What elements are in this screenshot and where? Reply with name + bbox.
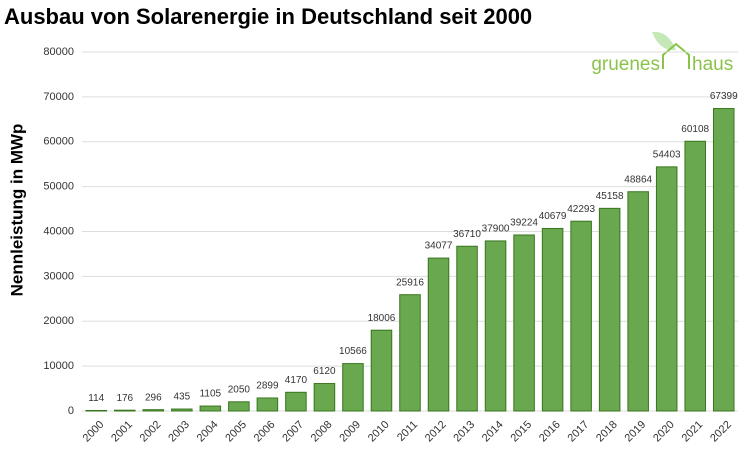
- x-tick-label: 2012: [423, 419, 449, 445]
- chart-title: Ausbau von Solarenergie in Deutschland s…: [4, 4, 532, 29]
- x-tick-label: 2022: [708, 419, 734, 445]
- bar: [627, 191, 649, 412]
- bar: [313, 383, 336, 412]
- value-label: 34077: [425, 241, 453, 252]
- value-label: 114: [88, 393, 104, 404]
- x-tick-label: 2021: [680, 419, 706, 445]
- bar: [684, 140, 706, 412]
- x-tick-label: 2015: [508, 419, 534, 445]
- value-label: 25916: [396, 277, 424, 288]
- bar: [655, 166, 678, 412]
- value-label: 42293: [567, 204, 595, 215]
- value-label: 176: [116, 393, 133, 404]
- y-tick-label: 70000: [43, 91, 74, 103]
- x-tick-label: 2004: [195, 419, 221, 445]
- x-tick-label: 2003: [166, 419, 192, 445]
- y-tick-label: 30000: [43, 270, 74, 282]
- bar: [513, 234, 535, 412]
- bar: [484, 240, 507, 412]
- y-tick-label: 10000: [43, 360, 74, 372]
- value-label: 4170: [285, 375, 308, 386]
- y-tick-label: 80000: [43, 46, 74, 58]
- x-tick-label: 2010: [366, 419, 392, 445]
- bar: [456, 245, 478, 412]
- bar: [570, 220, 592, 412]
- x-tick-label: 2013: [451, 419, 477, 445]
- value-label: 6120: [313, 366, 336, 377]
- x-tick-label: 2018: [594, 419, 620, 445]
- logo-text: haus: [692, 54, 733, 75]
- bar: [114, 409, 136, 412]
- x-tick-label: 2000: [81, 419, 107, 445]
- x-tick-label: 2014: [480, 419, 506, 445]
- value-label: 1105: [200, 389, 222, 400]
- bar: [85, 409, 108, 412]
- value-label: 435: [173, 392, 190, 403]
- x-tick-label: 2009: [337, 419, 363, 445]
- value-label: 36710: [453, 229, 481, 240]
- bar: [712, 108, 735, 412]
- x-tick-label: 2001: [109, 419, 135, 445]
- bar: [142, 409, 165, 412]
- bar: [370, 329, 393, 412]
- x-tick-label: 2011: [395, 419, 420, 444]
- value-label: 45158: [596, 191, 624, 202]
- value-label: 18006: [368, 313, 396, 324]
- bar: [228, 401, 250, 412]
- y-tick-label: 40000: [43, 225, 74, 237]
- logo-house: [662, 42, 690, 69]
- value-label: 10566: [339, 346, 367, 357]
- x-tick-label: 2019: [623, 419, 649, 445]
- y-axis-label: Nennleistung in MWp: [7, 124, 26, 297]
- bar: [399, 294, 421, 412]
- x-tick-label: 2005: [223, 419, 249, 445]
- value-label: 296: [145, 392, 162, 403]
- x-tick-label: 2002: [138, 419, 164, 445]
- x-tick-label: 2020: [651, 419, 677, 445]
- bar: [541, 227, 564, 412]
- x-tick-label: 2016: [537, 419, 563, 445]
- logo-text: gruenes: [591, 54, 660, 75]
- bar: [427, 257, 450, 412]
- value-label: 2050: [228, 384, 251, 395]
- value-label: 37900: [482, 224, 510, 235]
- y-tick-label: 20000: [43, 315, 74, 327]
- logo-leaf: [652, 31, 676, 51]
- x-tick-label: 2006: [252, 419, 278, 445]
- y-tick-label: 60000: [43, 136, 74, 148]
- x-tick-label: 2017: [566, 419, 592, 445]
- y-tick-label: 50000: [43, 181, 74, 193]
- logo: gruenes haus: [591, 31, 733, 75]
- bar: [256, 397, 279, 412]
- x-tick-label: 2008: [309, 419, 335, 445]
- value-label: 67399: [710, 91, 738, 102]
- value-label: 2899: [256, 381, 279, 392]
- bar: [285, 391, 307, 412]
- bar: [598, 207, 621, 412]
- bar: [171, 408, 193, 412]
- value-label: 60108: [681, 124, 709, 135]
- bar: [342, 363, 364, 412]
- value-label: 40679: [539, 211, 567, 222]
- value-label: 48864: [624, 174, 652, 185]
- value-label: 54403: [653, 150, 681, 161]
- value-label: 39224: [510, 218, 538, 229]
- x-tick-label: 2007: [280, 419, 306, 445]
- bar: [199, 405, 222, 412]
- y-tick-label: 0: [68, 405, 74, 417]
